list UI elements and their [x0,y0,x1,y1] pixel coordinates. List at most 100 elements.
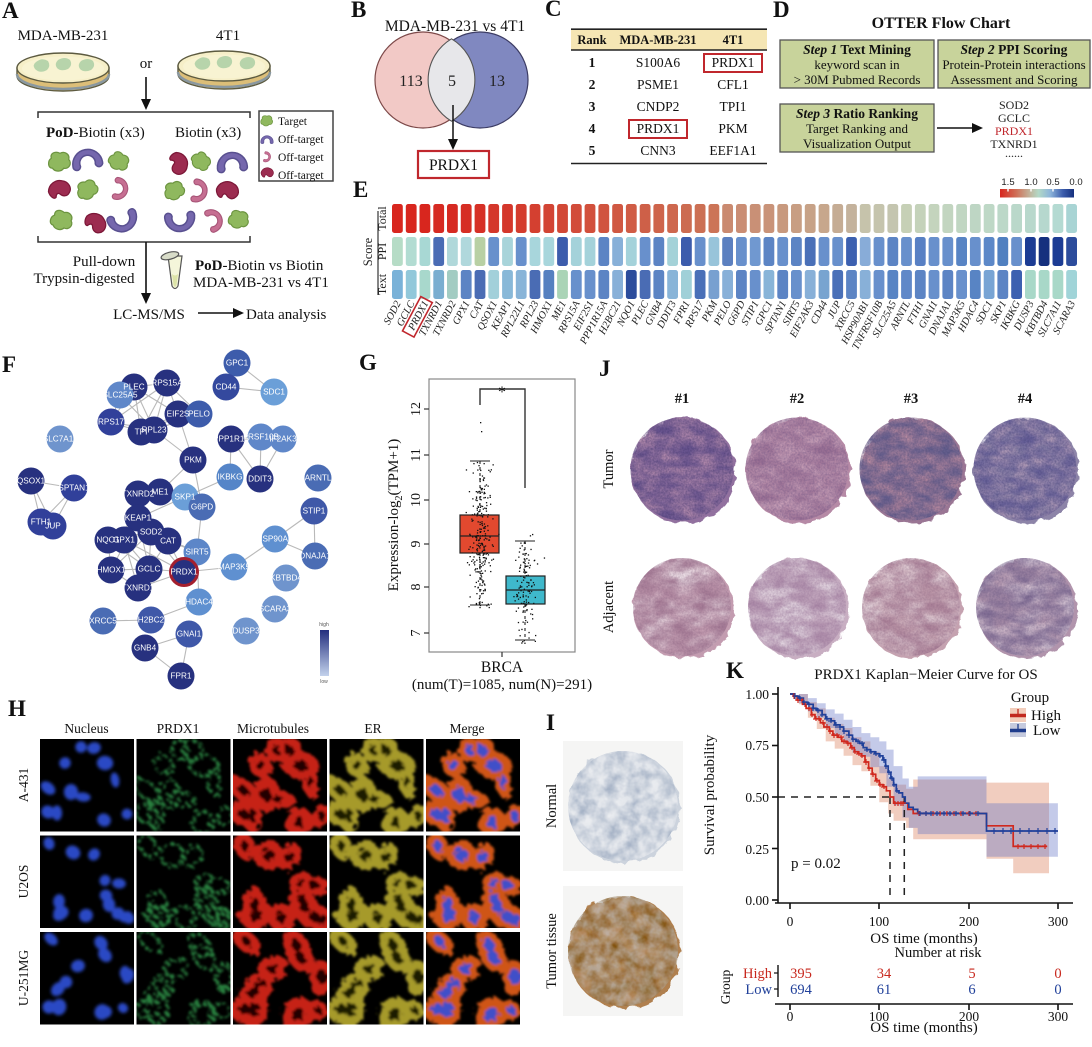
svg-text:Tumor tissue: Tumor tissue [544,913,560,989]
svg-text:or: or [140,56,153,72]
svg-text:0.50: 0.50 [745,790,769,805]
svg-text:LC-MS/MS: LC-MS/MS [113,307,185,323]
svg-text:Adjacent: Adjacent [601,581,617,633]
svg-text:OS time (months): OS time (months) [870,931,978,947]
svg-text:TXNRD1: TXNRD1 [990,137,1037,151]
svg-text:KEAP1: KEAP1 [125,514,152,523]
svg-text:high: high [319,622,329,628]
svg-text:300: 300 [1048,1009,1069,1024]
svg-text:PRDX1: PRDX1 [637,121,680,136]
svg-text:PPI: PPI [375,243,389,260]
svg-text:Data analysis: Data analysis [246,307,327,323]
svg-text:NQO1: NQO1 [96,536,120,545]
svg-text:4T1: 4T1 [723,33,744,47]
svg-text:SOD2: SOD2 [999,98,1029,112]
svg-text:5: 5 [589,143,596,158]
svg-text:1.00: 1.00 [745,687,769,702]
svg-text:Pull-down: Pull-down [73,254,136,270]
svg-text:PELO: PELO [188,410,210,419]
svg-text:G6PD: G6PD [191,503,213,512]
svg-text:5: 5 [448,73,456,90]
svg-text:Nucleus: Nucleus [64,721,108,736]
svg-text:low: low [320,679,328,685]
svg-text:Off-target: Off-target [278,134,324,146]
svg-text:SKP1: SKP1 [175,493,196,502]
svg-text:MDA-MB-231: MDA-MB-231 [619,33,696,47]
svg-text:GPC1: GPC1 [226,359,249,368]
svg-text:1: 1 [589,55,596,70]
svg-text:0.75: 0.75 [745,738,769,753]
svg-text:TXNRD1: TXNRD1 [122,584,155,593]
svg-text:Target: Target [278,116,308,128]
svg-text:4: 4 [589,121,596,136]
svg-text:200: 200 [959,1009,980,1024]
svg-text:> 30M Pubmed Records: > 30M Pubmed Records [794,72,921,87]
svg-text:TPI: TPI [135,428,148,437]
svg-text:CNDP2: CNDP2 [637,99,680,114]
svg-text:11: 11 [409,448,424,461]
svg-text:TPI1: TPI1 [720,99,747,114]
svg-text:KBTBD4: KBTBD4 [270,574,302,583]
svg-text:#2: #2 [790,391,805,407]
svg-text:HDAC4: HDAC4 [185,598,213,607]
svg-text:ER: ER [364,721,381,736]
svg-text:ARNTL: ARNTL [305,474,332,483]
svg-text:keyword scan in: keyword scan in [814,57,900,72]
svg-text:0.0: 0.0 [1069,177,1082,188]
svg-text:0: 0 [787,914,794,929]
svg-text:#3: #3 [904,391,919,407]
svg-text:Step 3 Ratio Ranking: Step 3 Ratio Ranking [796,106,918,121]
svg-text:1.5: 1.5 [1001,177,1014,188]
svg-text:A-431: A-431 [16,768,31,803]
svg-text:PSME1: PSME1 [637,77,679,92]
svg-text:3: 3 [589,99,596,114]
svg-text:U2OS: U2OS [16,865,31,899]
svg-text:......: ...... [1005,146,1023,160]
svg-text:Group: Group [718,970,733,1005]
svg-text:Number at risk: Number at risk [895,945,983,961]
svg-text:200: 200 [959,914,980,929]
svg-text:0.5: 0.5 [1046,177,1059,188]
svg-text:ME1: ME1 [152,488,169,497]
svg-text:694: 694 [790,982,813,998]
svg-text:Total: Total [375,206,389,231]
svg-text:H2BC2: H2BC2 [138,616,165,625]
svg-text:GCLC: GCLC [138,565,161,574]
svg-text:p = 0.02: p = 0.02 [791,856,841,872]
svg-text:100: 100 [869,914,890,929]
svg-text:GCLC: GCLC [998,111,1030,125]
svg-text:PPP1R15: PPP1R15 [213,435,249,444]
svg-text:RPS15A: RPS15A [151,379,183,388]
svg-text:SDC1: SDC1 [263,388,285,397]
svg-text:12: 12 [409,402,424,416]
svg-text:PoD-Biotin vs Biotin: PoD-Biotin vs Biotin [195,258,324,274]
svg-text:4T1: 4T1 [216,28,240,44]
svg-text:113: 113 [399,73,422,90]
svg-text:QSOX1: QSOX1 [17,477,46,486]
svg-text:SOD2: SOD2 [140,528,163,537]
svg-text:FPR1: FPR1 [171,672,192,681]
svg-text:Low: Low [745,982,772,998]
svg-text:0.25: 0.25 [745,842,769,857]
svg-text:STIP1: STIP1 [303,507,326,516]
svg-text:JUP: JUP [45,522,61,531]
svg-text:#4: #4 [1018,391,1033,407]
svg-text:300: 300 [1048,914,1069,929]
svg-text:FRSF10B: FRSF10B [243,433,279,442]
svg-text:GNB4: GNB4 [134,644,157,653]
svg-text:SLC7A11: SLC7A11 [43,435,78,444]
svg-text:0.00: 0.00 [745,893,769,908]
svg-text:7: 7 [409,630,424,637]
svg-text:TXNRD2: TXNRD2 [122,490,155,499]
svg-text:DNAJA1: DNAJA1 [299,552,331,561]
svg-text:S100A6: S100A6 [636,55,681,70]
svg-text:RPL23: RPL23 [141,426,166,435]
svg-text:Survival probability: Survival probability [702,734,718,855]
svg-text:Score: Score [361,237,375,266]
svg-text:SLC25A5: SLC25A5 [102,391,137,400]
svg-text:10: 10 [409,493,424,507]
svg-text:PRDX1: PRDX1 [429,157,478,174]
svg-text:13: 13 [489,73,505,90]
svg-text:Off-target: Off-target [278,170,324,182]
svg-text:Microtubules: Microtubules [237,721,309,736]
